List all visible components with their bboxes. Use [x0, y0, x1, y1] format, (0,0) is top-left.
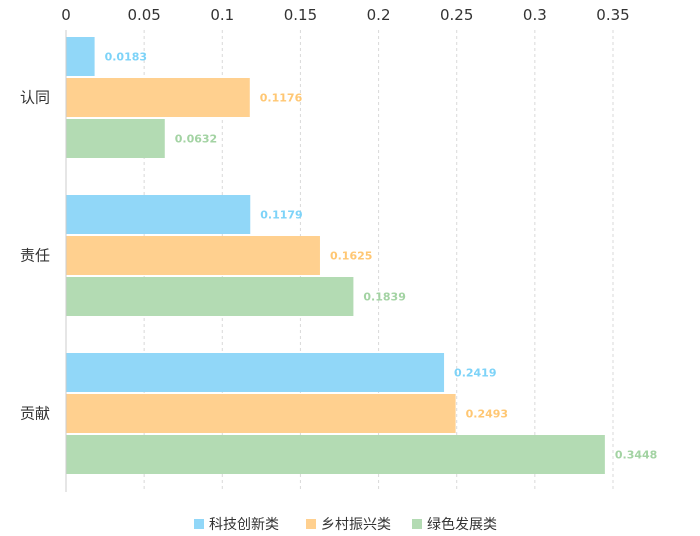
bar — [66, 37, 95, 76]
bar — [66, 277, 354, 316]
bar — [66, 195, 251, 234]
legend-label: 科技创新类 — [209, 517, 279, 533]
bar — [66, 394, 456, 433]
data-label: 0.1839 — [363, 291, 405, 304]
bar — [66, 236, 320, 275]
category-label: 认同 — [20, 89, 50, 107]
data-label: 0.3448 — [615, 449, 657, 462]
legend-swatch — [306, 519, 316, 529]
category-label: 贡献 — [20, 405, 50, 423]
data-label: 0.0183 — [105, 51, 147, 64]
bar — [66, 435, 605, 474]
bars: 0.0183 0.1176 0.0632 0.1179 0.1625 0.1839 0.24… — [66, 37, 657, 474]
x-tick-label: 0.3 — [523, 6, 547, 24]
data-label: 0.2419 — [454, 367, 496, 380]
data-label: 0.1176 — [260, 92, 303, 105]
bar — [66, 119, 165, 158]
legend-label: 绿色发展类 — [427, 516, 497, 533]
data-label: 0.1625 — [330, 250, 372, 263]
x-tick-label: 0.15 — [284, 6, 317, 24]
bar — [66, 78, 250, 117]
x-axis-ticks: 0 0.05 0.1 0.15 0.2 0.25 0.3 0.35 — [61, 6, 629, 24]
x-tick-label: 0.1 — [210, 6, 234, 24]
data-label: 0.0632 — [175, 133, 217, 146]
legend-label: 乡村振兴类 — [321, 517, 391, 533]
legend: 科技创新类 乡村振兴类 绿色发展类 — [194, 516, 497, 533]
legend-swatch — [412, 519, 422, 529]
bar — [66, 353, 445, 392]
legend-swatch — [194, 519, 204, 529]
x-tick-label: 0.2 — [367, 6, 391, 24]
x-tick-label: 0.05 — [127, 6, 160, 24]
x-tick-label: 0.35 — [596, 6, 629, 24]
data-label: 0.2493 — [466, 408, 508, 421]
data-label: 0.1179 — [260, 209, 302, 222]
category-label: 责任 — [20, 247, 50, 265]
x-tick-label: 0.25 — [440, 6, 473, 24]
x-tick-label: 0 — [61, 6, 71, 24]
